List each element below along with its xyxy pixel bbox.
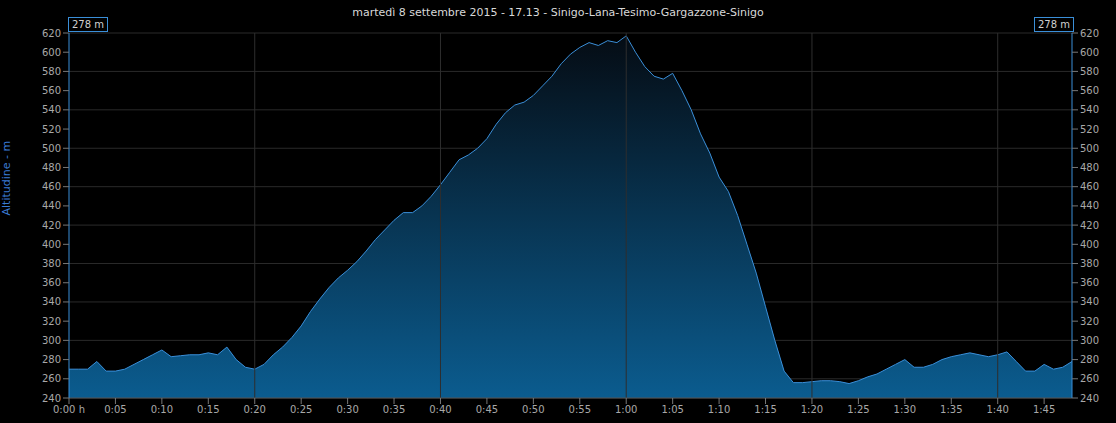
svg-text:340: 340 xyxy=(42,296,61,307)
svg-text:560: 560 xyxy=(42,85,61,96)
svg-text:1:45: 1:45 xyxy=(1033,404,1055,415)
svg-text:380: 380 xyxy=(42,258,61,269)
svg-text:1:20: 1:20 xyxy=(801,404,823,415)
svg-text:1:15: 1:15 xyxy=(754,404,776,415)
svg-text:440: 440 xyxy=(1080,200,1099,211)
svg-text:600: 600 xyxy=(42,47,61,58)
svg-text:1:05: 1:05 xyxy=(661,404,683,415)
svg-text:520: 520 xyxy=(42,124,61,135)
svg-text:580: 580 xyxy=(42,66,61,77)
svg-text:260: 260 xyxy=(42,373,61,384)
svg-text:0:15: 0:15 xyxy=(197,404,219,415)
svg-text:300: 300 xyxy=(42,335,61,346)
svg-text:1:40: 1:40 xyxy=(986,404,1008,415)
svg-text:460: 460 xyxy=(42,181,61,192)
svg-text:460: 460 xyxy=(1080,181,1099,192)
svg-text:600: 600 xyxy=(1080,47,1099,58)
svg-text:400: 400 xyxy=(1080,239,1099,250)
svg-text:540: 540 xyxy=(42,104,61,115)
svg-text:0:45: 0:45 xyxy=(476,404,498,415)
svg-text:1:00: 1:00 xyxy=(615,404,637,415)
svg-text:420: 420 xyxy=(42,220,61,231)
html-text:martedì 8 settembre 2015 - 17.: martedì 8 settembre 2015 - 17.13 - Sinig… xyxy=(352,6,764,19)
svg-text:560: 560 xyxy=(1080,85,1099,96)
svg-text:540: 540 xyxy=(1080,104,1099,115)
svg-text:0:05: 0:05 xyxy=(104,404,126,415)
html-text:278 m: 278 m xyxy=(72,19,104,30)
svg-text:1:10: 1:10 xyxy=(708,404,730,415)
svg-text:580: 580 xyxy=(1080,66,1099,77)
svg-text:420: 420 xyxy=(1080,220,1099,231)
svg-text:480: 480 xyxy=(42,162,61,173)
svg-text:1:25: 1:25 xyxy=(847,404,869,415)
svg-text:0:00 h: 0:00 h xyxy=(53,404,85,415)
svg-text:240: 240 xyxy=(1080,393,1099,404)
svg-text:0:30: 0:30 xyxy=(336,404,358,415)
svg-text:360: 360 xyxy=(1080,277,1099,288)
svg-text:480: 480 xyxy=(1080,162,1099,173)
svg-text:380: 380 xyxy=(1080,258,1099,269)
svg-text:0:55: 0:55 xyxy=(569,404,591,415)
svg-text:260: 260 xyxy=(1080,373,1099,384)
svg-text:620: 620 xyxy=(1080,28,1099,39)
html-text:278 m: 278 m xyxy=(1038,19,1070,30)
svg-text:0:50: 0:50 xyxy=(522,404,544,415)
svg-text:440: 440 xyxy=(42,200,61,211)
svg-text:0:40: 0:40 xyxy=(429,404,451,415)
svg-text:0:35: 0:35 xyxy=(383,404,405,415)
svg-text:320: 320 xyxy=(1080,316,1099,327)
svg-text:280: 280 xyxy=(1080,354,1099,365)
svg-text:0:25: 0:25 xyxy=(290,404,312,415)
svg-text:240: 240 xyxy=(42,393,61,404)
svg-text:360: 360 xyxy=(42,277,61,288)
svg-text:400: 400 xyxy=(42,239,61,250)
svg-text:620: 620 xyxy=(42,28,61,39)
svg-text:500: 500 xyxy=(42,143,61,154)
svg-text:280: 280 xyxy=(42,354,61,365)
svg-text:Altitudine - m: Altitudine - m xyxy=(8,141,13,216)
svg-text:1:35: 1:35 xyxy=(940,404,962,415)
svg-text:520: 520 xyxy=(1080,124,1099,135)
svg-text:340: 340 xyxy=(1080,296,1099,307)
svg-text:500: 500 xyxy=(1080,143,1099,154)
svg-text:300: 300 xyxy=(1080,335,1099,346)
svg-text:0:20: 0:20 xyxy=(244,404,266,415)
svg-text:1:30: 1:30 xyxy=(894,404,916,415)
svg-text:0:10: 0:10 xyxy=(151,404,173,415)
svg-text:320: 320 xyxy=(42,316,61,327)
